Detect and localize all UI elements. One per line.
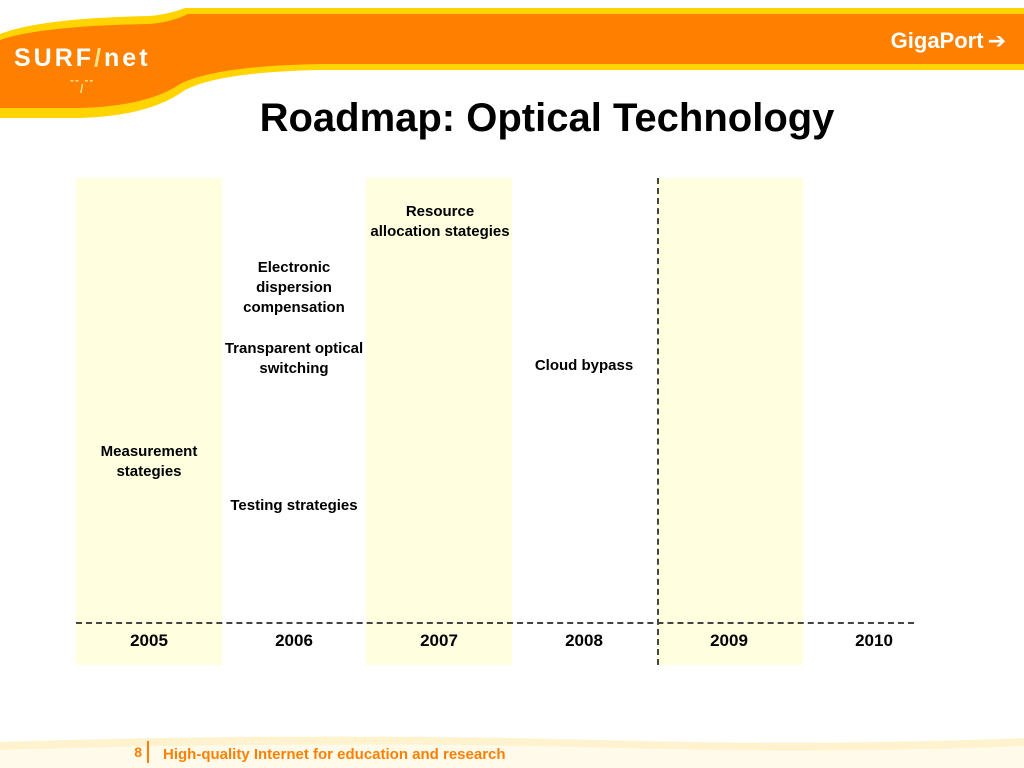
band-2005 [76, 178, 222, 665]
roadmap-item-dispersion-compensation: Electronic dispersion compensation [243, 259, 345, 316]
gigaport-link[interactable]: GigaPort ➔ [890, 28, 1006, 53]
band-2009 [657, 178, 803, 665]
year-label: 2010 [855, 631, 893, 650]
roadmap-item-cloud-bypass: Cloud bypass [534, 357, 634, 374]
arrow-right-icon: ➔ [987, 28, 1006, 53]
year-label: 2009 [710, 631, 748, 650]
roadmap-item-resource-allocation: Resource allocation stategies [370, 203, 510, 240]
year-label: 2006 [275, 631, 313, 650]
band-2007 [366, 178, 512, 665]
header-banner [0, 8, 1024, 118]
timeline-axis [76, 622, 914, 624]
footer-divider [147, 741, 149, 763]
footer-band [0, 736, 1024, 768]
roadmap-item-testing: Testing strategies [230, 497, 358, 514]
year-label: 2005 [130, 631, 168, 650]
surfnet-logo: SURF/net -- -- / [14, 44, 151, 96]
timeline-divider [657, 178, 659, 665]
roadmap-item-measurement: Measurement stategies [100, 443, 198, 480]
slide-title: Roadmap: Optical Technology [259, 96, 835, 140]
page-number: 8 [134, 744, 142, 760]
year-label: 2008 [565, 631, 603, 650]
footer-tagline: High-quality Internet for education and … [163, 746, 506, 763]
roadmap-item-optical-switching: Transparent optical switching [224, 340, 364, 377]
year-label: 2007 [420, 631, 458, 650]
